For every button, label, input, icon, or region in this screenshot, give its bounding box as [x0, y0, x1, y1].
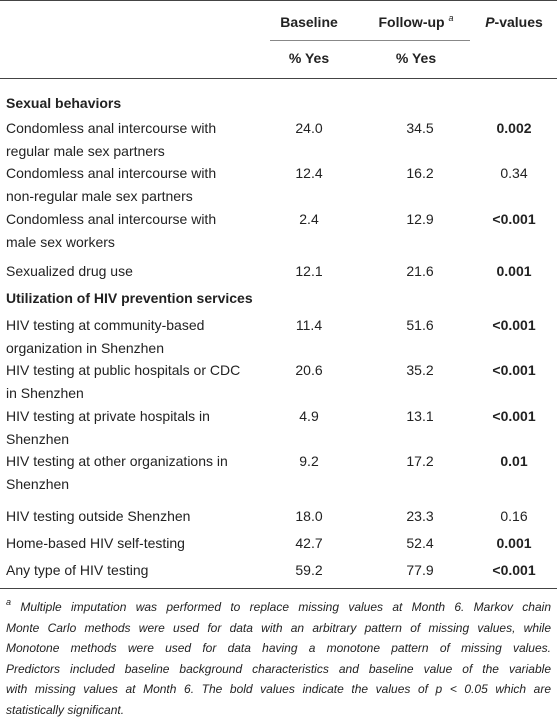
footnote-text: Monotone methods were used for data havi… — [6, 641, 551, 656]
p-value: 0.002 — [496, 120, 532, 136]
header-followup-text: Follow-up — [378, 14, 445, 30]
followup-value: 34.5 — [406, 120, 434, 136]
p-value: 0.01 — [500, 453, 528, 469]
footnote-text: with missing values at Month 6. The bold… — [6, 682, 551, 697]
section-title: Utilization of HIV prevention services — [6, 290, 253, 306]
header-p: P-values — [485, 11, 543, 33]
footnote-text: statistically significant. — [6, 703, 125, 717]
p-value: <0.001 — [492, 211, 536, 227]
row-label: Condomless anal intercourse with — [6, 165, 217, 181]
header-followup-unit: % Yes — [395, 50, 437, 66]
baseline-value: 9.2 — [299, 453, 319, 469]
footnote-text: Predictors included baseline background … — [6, 661, 551, 676]
baseline-value: 18.0 — [295, 508, 323, 524]
row-label: Condomless anal intercourse with — [6, 120, 217, 136]
footnote-line: statistically significant. — [6, 700, 551, 721]
row-label: Sexualized drug use — [6, 263, 133, 279]
footnote-line: Monotone methods were used for data havi… — [6, 638, 551, 659]
baseline-value: 24.0 — [295, 120, 323, 136]
row-label: HIV testing outside Shenzhen — [6, 508, 191, 524]
row-label: male sex workers — [6, 233, 115, 250]
followup-value: 35.2 — [406, 362, 434, 378]
followup-value: 23.3 — [406, 508, 434, 524]
p-value: <0.001 — [492, 408, 536, 424]
row-label: in Shenzhen — [6, 384, 84, 401]
baseline-value: 12.1 — [295, 263, 323, 279]
footnote-line: a Multiple imputation was performed to r… — [6, 597, 551, 618]
header-followup: Follow-up a — [379, 11, 454, 33]
followup-value: 12.9 — [406, 211, 434, 227]
followup-value: 21.6 — [406, 263, 434, 279]
footnote-line: with missing values at Month 6. The bold… — [6, 679, 551, 700]
row-label: Condomless anal intercourse with — [6, 211, 217, 227]
row-label: HIV testing at community-based — [6, 317, 205, 333]
baseline-value: 2.4 — [299, 211, 319, 227]
followup-value: 16.2 — [406, 165, 434, 181]
row-label: Shenzhen — [6, 430, 70, 447]
footnote-line: Monte Carlo methods were used for data w… — [6, 618, 551, 639]
header-baseline-unit: % Yes — [288, 50, 330, 66]
row-label: regular male sex partners — [6, 142, 165, 159]
baseline-value: 59.2 — [295, 562, 323, 578]
row-label: non-regular male sex partners — [6, 187, 193, 204]
row-label: Home-based HIV self-testing — [6, 535, 185, 551]
p-value: 0.34 — [500, 165, 528, 181]
p-value: <0.001 — [492, 317, 536, 333]
p-value: <0.001 — [492, 562, 536, 578]
bottom-rule — [0, 588, 557, 589]
row-label: HIV testing at private hospitals in — [6, 408, 210, 424]
top-rule — [0, 0, 557, 1]
header-followup-note: a — [448, 13, 454, 23]
followup-value: 51.6 — [406, 317, 434, 333]
baseline-value: 42.7 — [295, 535, 323, 551]
row-label: Shenzhen — [6, 475, 70, 492]
p-value: 0.001 — [496, 535, 532, 551]
p-value: 0.16 — [500, 508, 528, 524]
followup-value: 77.9 — [406, 562, 434, 578]
followup-value: 13.1 — [406, 408, 434, 424]
section-title: Sexual behaviors — [6, 95, 122, 111]
row-label: organization in Shenzhen — [6, 339, 165, 356]
footnote-text: Monte Carlo methods were used for data w… — [6, 620, 551, 635]
row-label: HIV testing at public hospitals or CDC — [6, 362, 241, 378]
row-label: Any type of HIV testing — [6, 562, 149, 578]
header-p-text: P-values — [485, 14, 543, 30]
baseline-value: 12.4 — [295, 165, 323, 181]
header-sub-rule — [270, 40, 470, 41]
followup-value: 52.4 — [406, 535, 434, 551]
p-value: <0.001 — [492, 362, 536, 378]
baseline-value: 20.6 — [295, 362, 323, 378]
baseline-value: 11.4 — [295, 317, 323, 333]
p-value: 0.001 — [496, 263, 532, 279]
header-rule — [0, 78, 557, 79]
footnote-text: Multiple imputation was performed to rep… — [20, 600, 551, 614]
footnote-line: Predictors included baseline background … — [6, 659, 551, 680]
followup-value: 17.2 — [406, 453, 434, 469]
row-label: HIV testing at other organizations in — [6, 453, 228, 469]
header-baseline: Baseline — [280, 14, 338, 30]
baseline-value: 4.9 — [299, 408, 319, 424]
footnote-marker: a — [6, 597, 12, 607]
